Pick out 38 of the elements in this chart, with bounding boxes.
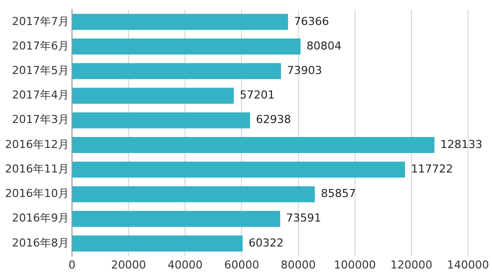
y-tick-label: 2017年5月 bbox=[12, 64, 69, 78]
y-tick-label: 2016年10月 bbox=[4, 187, 69, 200]
data-label: 117722 bbox=[410, 162, 453, 176]
y-tick-label: 2017年6月 bbox=[12, 39, 69, 52]
x-tick-label: 100000 bbox=[334, 258, 376, 272]
bar bbox=[72, 162, 405, 178]
y-tick-label: 2016年9月 bbox=[12, 212, 69, 225]
y-tick-label: 2016年8月 bbox=[12, 236, 69, 250]
bar bbox=[72, 88, 234, 104]
data-label: 76366 bbox=[294, 14, 330, 28]
x-tick-label: 80000 bbox=[280, 258, 316, 272]
data-label: 60322 bbox=[248, 236, 284, 250]
bar bbox=[72, 235, 243, 252]
x-tick-label: 140000 bbox=[447, 258, 490, 272]
data-label: 73591 bbox=[286, 212, 322, 225]
x-tick-label: 60000 bbox=[224, 258, 260, 272]
y-tick-label: 2017年7月 bbox=[12, 14, 69, 28]
bar bbox=[72, 38, 301, 55]
data-label: 85857 bbox=[320, 187, 356, 200]
y-tick-label: 2017年3月 bbox=[12, 113, 69, 126]
x-tick-label: 20000 bbox=[111, 258, 146, 272]
data-label: 128133 bbox=[440, 138, 482, 151]
data-label: 80804 bbox=[306, 39, 342, 52]
x-tick-label: 0 bbox=[68, 258, 76, 272]
y-tick-label: 2016年11月 bbox=[4, 162, 69, 176]
data-label: 57201 bbox=[240, 88, 275, 102]
data-label: 73903 bbox=[287, 64, 322, 78]
bar bbox=[72, 210, 280, 227]
y-tick-label: 2016年12月 bbox=[4, 138, 69, 151]
x-tick-label: 120000 bbox=[390, 258, 432, 272]
bar bbox=[72, 186, 315, 202]
y-tick-label: 2017年4月 bbox=[12, 88, 69, 102]
bar bbox=[72, 63, 282, 80]
x-tick-label: 40000 bbox=[168, 258, 203, 272]
bar bbox=[72, 14, 288, 30]
bar bbox=[72, 137, 434, 154]
data-label: 62938 bbox=[256, 113, 292, 126]
bar bbox=[72, 112, 250, 128]
